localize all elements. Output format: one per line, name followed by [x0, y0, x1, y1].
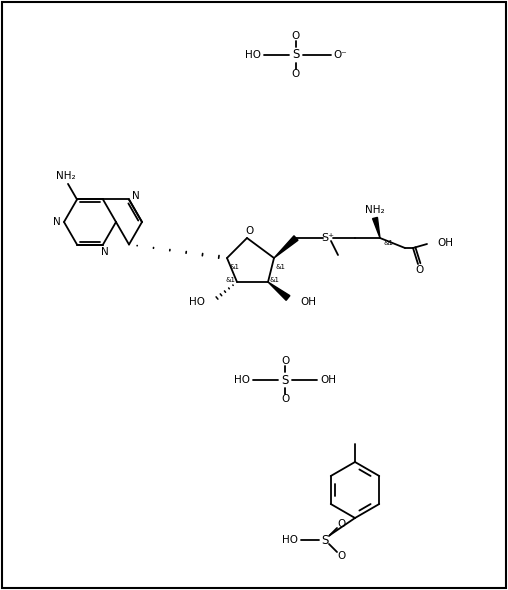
Text: O: O: [292, 69, 300, 79]
Text: S: S: [292, 48, 300, 61]
Text: O: O: [416, 265, 424, 275]
Text: &1: &1: [276, 264, 286, 270]
Text: NH₂: NH₂: [56, 171, 76, 181]
Text: O: O: [281, 356, 289, 366]
Text: S: S: [322, 533, 329, 546]
Text: O⁻: O⁻: [333, 50, 347, 60]
Text: OH: OH: [300, 297, 316, 307]
Text: O: O: [245, 226, 253, 236]
Polygon shape: [274, 236, 298, 258]
Text: OH: OH: [437, 238, 453, 248]
Text: OH: OH: [320, 375, 336, 385]
Text: N: N: [132, 192, 140, 201]
Polygon shape: [268, 282, 290, 300]
Text: &1: &1: [229, 264, 239, 270]
Text: S⁺: S⁺: [322, 233, 334, 243]
Text: O: O: [337, 551, 345, 561]
Text: N: N: [53, 217, 61, 227]
Text: O: O: [337, 519, 345, 529]
Text: &1: &1: [383, 240, 393, 246]
Text: O: O: [292, 31, 300, 41]
Text: S: S: [281, 373, 289, 386]
Polygon shape: [372, 217, 380, 238]
Text: O: O: [281, 394, 289, 404]
Text: HO: HO: [234, 375, 250, 385]
Text: HO: HO: [282, 535, 298, 545]
Text: NH₂: NH₂: [365, 205, 385, 215]
Text: HO: HO: [245, 50, 261, 60]
Text: N: N: [101, 247, 109, 257]
Text: &1: &1: [225, 277, 235, 283]
Text: HO: HO: [189, 297, 205, 307]
Text: &1: &1: [270, 277, 280, 283]
